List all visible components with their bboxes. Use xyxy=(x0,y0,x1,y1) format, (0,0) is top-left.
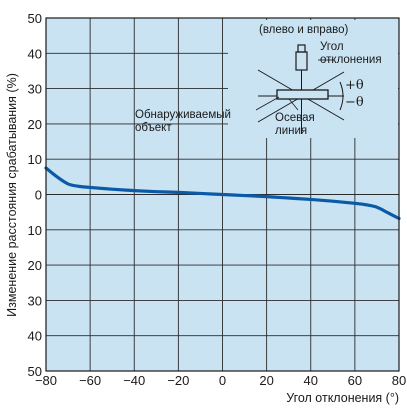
y-tick-label: 30 xyxy=(28,82,42,97)
x-tick-label: −60 xyxy=(79,373,101,388)
deflection-angle-label-2: отклонения xyxy=(320,54,382,66)
sensor-cap-icon xyxy=(297,44,306,53)
x-tick-label: 0 xyxy=(219,373,226,388)
axis-label-2: линия xyxy=(275,125,307,137)
x-tick-label: 60 xyxy=(348,373,362,388)
axis-leader-line xyxy=(288,98,299,111)
x-tick-label: −20 xyxy=(167,373,189,388)
x-tick-label: −80 xyxy=(35,373,57,388)
target-label-1: Обнаруживаемый xyxy=(135,109,231,121)
x-tick-label: 20 xyxy=(259,373,273,388)
y-tick-label: 50 xyxy=(28,11,42,26)
plot-frame xyxy=(45,17,400,372)
y-tick-label: 40 xyxy=(28,46,42,61)
axis-label-1: Осевая xyxy=(275,112,315,124)
deflection-angle-label-1: Угол xyxy=(320,41,344,53)
y-tick-label: 10 xyxy=(28,152,42,167)
minus-theta-label: −θ xyxy=(345,95,364,110)
x-tick-label: 40 xyxy=(304,373,318,388)
y-tick-label: 20 xyxy=(28,117,42,132)
y-tick-label: 30 xyxy=(28,293,42,308)
y-tick-label: 50 xyxy=(28,364,42,379)
x-tick-label: 80 xyxy=(392,373,406,388)
inset-background xyxy=(228,20,398,138)
target-leader-line xyxy=(255,96,280,111)
y-tick-label: 0 xyxy=(35,188,42,203)
y-tick-label: 10 xyxy=(28,223,42,238)
series-line xyxy=(44,166,401,221)
y-tick-labels: 50 40 30 20 10 0 10 20 30 40 50 xyxy=(28,11,42,379)
x-tick-labels: −80 −60 −40 −20 0 20 40 60 80 xyxy=(35,373,406,388)
x-axis-label: Угол отклонения (°) xyxy=(286,391,399,405)
deflection-arc xyxy=(339,81,344,111)
y-axis-label: Изменение расстояния срабатывания (%) xyxy=(5,73,19,317)
inset-diagram: (влево и вправо) Угол отклонения +θ −θ О… xyxy=(135,20,398,138)
target-label-2: объект xyxy=(135,122,172,134)
inset-direction-note: (влево и вправо) xyxy=(259,24,348,36)
y-tick-label: 20 xyxy=(28,258,42,273)
plus-theta-label: +θ xyxy=(345,78,364,93)
y-tick-label: 40 xyxy=(28,329,42,344)
target-object-shape xyxy=(276,89,329,100)
x-tick-label: −40 xyxy=(123,373,145,388)
series-layer xyxy=(44,166,401,221)
